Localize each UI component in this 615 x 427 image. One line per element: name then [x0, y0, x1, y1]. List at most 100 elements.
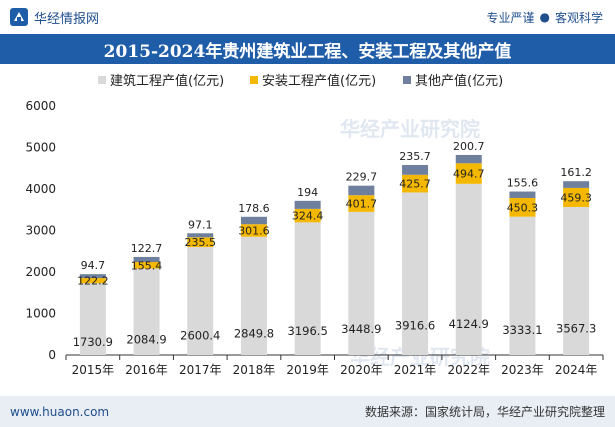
data-labels: 1730.9 122.2 94.7 2084.9 155.4 122.7 2600.4 235…: [73, 140, 597, 349]
y-tick-label: 2000: [25, 265, 56, 279]
data-label-building: 3196.5: [288, 324, 328, 338]
x-tick-label: 2017年: [179, 363, 222, 377]
bar-building: [563, 206, 590, 355]
y-tick-label: 4000: [25, 182, 56, 196]
data-label-install: 324.4: [292, 210, 324, 223]
y-tick-label: 0: [48, 348, 56, 362]
data-label-other: 229.7: [346, 171, 378, 184]
data-label-building: 3333.1: [502, 323, 542, 337]
y-tick-label: 1000: [25, 307, 56, 321]
bar-install: [133, 262, 160, 269]
chart-title-bar: 2015-2024年贵州建筑业工程、安装工程及其他产值: [0, 34, 615, 64]
data-label-building: 4124.9: [449, 317, 489, 331]
data-label-install: 459.3: [560, 191, 592, 204]
bar-other: [240, 216, 267, 225]
bar-install: [455, 163, 482, 184]
bar-install: [187, 237, 214, 248]
bar-install: [509, 197, 536, 217]
bar-building: [455, 183, 482, 355]
data-label-other: 235.7: [399, 150, 431, 163]
data-label-install: 122.2: [77, 275, 109, 288]
slogan-right: 客观科学: [554, 10, 603, 25]
brand-name: 华经情报网: [34, 11, 100, 27]
footer-url[interactable]: www.huaon.com: [10, 404, 110, 419]
data-label-building: 2084.9: [126, 332, 166, 346]
axes: 0 1000 2000 3000 4000 5000 6000 2015年 2016年 2017年…: [25, 99, 604, 377]
x-tick-label: 2015年: [72, 363, 115, 377]
legend-swatch: [250, 76, 258, 84]
legend-swatch: [98, 76, 106, 84]
data-label-building: 1730.9: [73, 335, 113, 349]
x-tick-label: 2021年: [394, 363, 437, 377]
data-label-building: 3567.3: [556, 321, 596, 335]
bar-install: [240, 224, 267, 237]
data-label-building: 3448.9: [341, 322, 381, 336]
bar-building: [79, 283, 106, 355]
data-label-other: 122.7: [131, 242, 163, 255]
x-tick-label: 2022年: [447, 363, 490, 377]
data-label-other: 155.6: [507, 177, 539, 190]
x-tick-label: 2016年: [125, 363, 168, 377]
legend-label: 安装工程产值(亿元): [262, 73, 376, 89]
bar-building: [509, 216, 536, 355]
x-tick-label: 2023年: [501, 363, 544, 377]
data-label-install: 301.6: [238, 224, 270, 237]
y-tick-label: 5000: [25, 141, 56, 155]
watermark-text: 华经产业研究院: [340, 117, 480, 141]
y-tick-label: 3000: [25, 224, 56, 238]
data-label-install: 155.4: [131, 259, 163, 272]
data-label-building: 3916.6: [395, 319, 435, 333]
data-label-other: 178.6: [238, 202, 270, 215]
data-label-other: 200.7: [453, 140, 485, 153]
x-tick-label: 2019年: [286, 363, 329, 377]
bars: [79, 154, 590, 355]
bar-other: [187, 233, 214, 238]
x-tick-label: 2018年: [233, 363, 276, 377]
legend-label: 其他产值(亿元): [415, 73, 503, 89]
data-label-other: 94.7: [81, 259, 106, 272]
chart: 华经产业研究院 华经产业研究院 建筑工程产值(亿元) 安装工程产值(亿元) 其他产值…: [25, 73, 604, 377]
bar-install: [294, 208, 321, 223]
data-label-other: 194: [297, 186, 318, 199]
brand[interactable]: 华经情报网: [10, 8, 99, 27]
bar-other: [133, 256, 160, 263]
bar-building: [240, 236, 267, 355]
legend: 建筑工程产值(亿元) 安装工程产值(亿元) 其他产值(亿元): [98, 73, 503, 89]
top-bar: 华经情报网 专业严谨 ● 客观科学: [0, 0, 615, 34]
bar-install: [79, 278, 106, 284]
x-tick-label: 2024年: [555, 363, 598, 377]
bar-building: [348, 211, 375, 355]
bar-install: [402, 174, 429, 193]
slogan: 专业严谨 ● 客观科学: [486, 9, 603, 26]
x-tick-label: 2020年: [340, 363, 383, 377]
bar-building: [133, 268, 160, 355]
slogan-left: 专业严谨: [486, 10, 535, 25]
legend-label: 建筑工程产值(亿元): [110, 73, 224, 89]
footer: www.huaon.com 数据来源：国家统计局，华经产业研究院整理: [0, 396, 615, 427]
bar-other: [402, 165, 429, 175]
bar-other: [455, 154, 482, 164]
data-label-install: 450.3: [507, 201, 539, 214]
brand-logo-icon: [10, 8, 28, 26]
bar-other: [563, 181, 590, 188]
data-label-install: 494.7: [453, 168, 485, 181]
bar-building: [294, 222, 321, 355]
chart-title: 2015-2024年贵州建筑业工程、安装工程及其他产值: [103, 41, 512, 62]
bar-install: [563, 187, 590, 207]
bar-install: [348, 195, 375, 212]
slogan-dot: ●: [539, 10, 550, 24]
data-label-install: 425.7: [399, 178, 431, 191]
bar-other: [294, 200, 321, 209]
legend-swatch: [403, 76, 411, 84]
data-label-building: 2849.8: [234, 327, 274, 341]
data-label-other: 97.1: [188, 218, 213, 231]
data-label-install: 235.5: [185, 236, 217, 249]
footer-source: 数据来源：国家统计局，华经产业研究院整理: [364, 405, 605, 419]
bar-other: [348, 185, 375, 196]
bar-building: [402, 192, 429, 355]
bar-building: [187, 247, 214, 355]
y-tick-label: 6000: [25, 99, 56, 113]
data-label-other: 161.2: [560, 166, 592, 179]
data-label-install: 401.7: [346, 198, 378, 211]
